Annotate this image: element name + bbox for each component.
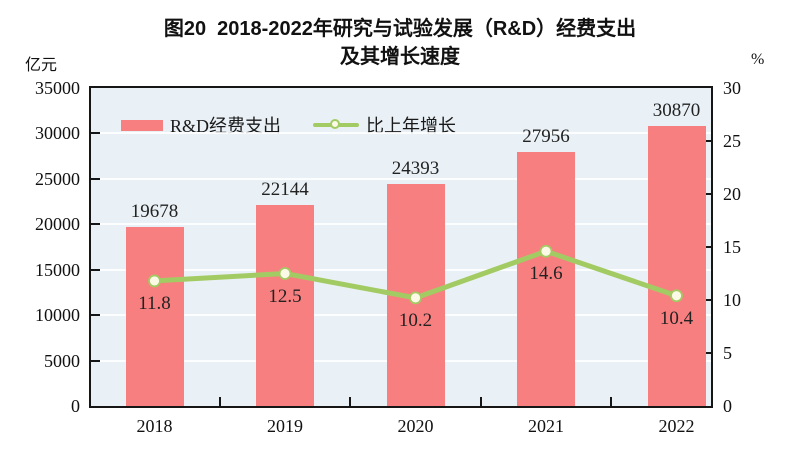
x-axis-tick	[218, 397, 221, 406]
growth-value-label-2020: 10.2	[398, 309, 433, 331]
x-axis-tick	[479, 397, 482, 406]
left-axis-tick	[91, 359, 100, 362]
legend-item-growth-rate: 比上年增长	[313, 112, 456, 138]
right-axis-tick	[702, 193, 711, 195]
legend-label-rd-expenditure: R&D经费支出	[170, 116, 282, 136]
left-axis-tick-label: 10000	[35, 305, 80, 326]
right-axis-tick-label: 30	[723, 78, 741, 98]
legend-label-growth-rate: 比上年增长	[366, 116, 457, 136]
growth-rate-line-chart	[148, 244, 683, 305]
x-axis-label-2022: 2022	[658, 416, 695, 436]
right-axis-tick	[702, 352, 711, 354]
legend-circle-marker-icon	[330, 119, 341, 129]
left-axis-tick-label: 30000	[35, 123, 80, 144]
growth-marker-2020	[409, 291, 422, 305]
growth-marker-2021	[539, 244, 553, 258]
growth-marker-2022	[670, 289, 683, 303]
chart-legend: R&D经费支出 比上年增长	[121, 112, 456, 138]
x-axis-label-2021: 2021	[528, 416, 564, 436]
bar-value-label-2018: 19678	[130, 201, 179, 223]
right-axis-tick	[702, 299, 711, 301]
gridline-25000	[91, 177, 711, 180]
right-axis-tick-label: 5	[723, 343, 732, 363]
bar-value-label-2020: 24393	[391, 158, 440, 180]
right-axis-tick	[702, 246, 711, 248]
line-marker-swatch-icon	[313, 119, 360, 131]
left-axis-tick	[91, 132, 100, 135]
left-axis-tick-label: 20000	[35, 214, 80, 235]
x-axis-label-2019: 2019	[267, 416, 303, 436]
bar-2018	[125, 227, 184, 406]
left-axis-tick-label: 25000	[35, 168, 80, 189]
right-axis-tick-label: 25	[723, 131, 741, 151]
left-axis-tick-label: 5000	[44, 350, 80, 371]
growth-value-label-2021: 14.6	[529, 263, 563, 285]
right-axis-tick-label: 15	[723, 237, 741, 257]
bar-value-label-2019: 22144	[261, 178, 309, 200]
x-axis-label-2018: 2018	[136, 416, 173, 436]
x-axis-label-2020: 2020	[397, 416, 434, 436]
gridline-30000	[91, 132, 711, 135]
bar-2022	[647, 125, 706, 406]
growth-marker-2018	[148, 274, 161, 288]
left-axis-tick-label: 0	[71, 396, 80, 416]
growth-value-label-2018: 11.8	[138, 292, 171, 314]
bar-2019	[256, 204, 314, 406]
bar-swatch-icon	[121, 119, 163, 131]
right-axis-tick	[702, 140, 711, 142]
left-axis-tick-label: 35000	[35, 78, 80, 98]
chart-title-line2: 及其增长速度	[340, 46, 460, 68]
chart-title-line1: 图20 2018-2022年研究与试验发展（R&D）经费支出	[163, 18, 637, 40]
growth-value-label-2019: 12.5	[268, 285, 302, 307]
left-axis-tick	[91, 177, 100, 180]
growth-value-label-2022: 10.4	[659, 307, 694, 329]
bar-value-label-2021: 27956	[522, 125, 570, 147]
left-axis-tick	[91, 223, 100, 226]
left-axis-tick-label: 15000	[35, 259, 80, 280]
bar-2021	[517, 152, 575, 406]
x-axis-tick	[610, 397, 613, 406]
right-axis-tick-label: 10	[723, 290, 741, 310]
left-axis-tick	[91, 314, 100, 317]
x-axis-tick	[349, 397, 352, 406]
left-axis-unit: 亿元	[25, 57, 58, 74]
left-axis-tick	[91, 268, 100, 271]
growth-marker-2019	[278, 267, 292, 280]
legend-item-rd-expenditure: R&D经费支出	[121, 112, 281, 138]
right-axis-tick-label: 20	[723, 184, 741, 204]
right-axis-unit: %	[751, 51, 765, 68]
bar-value-label-2022: 30870	[652, 99, 701, 121]
plot-area: R&D经费支出 比上年增长 19678 22144 24393 27956 30870 1…	[89, 86, 713, 408]
right-axis-tick-label: 0	[723, 396, 732, 416]
